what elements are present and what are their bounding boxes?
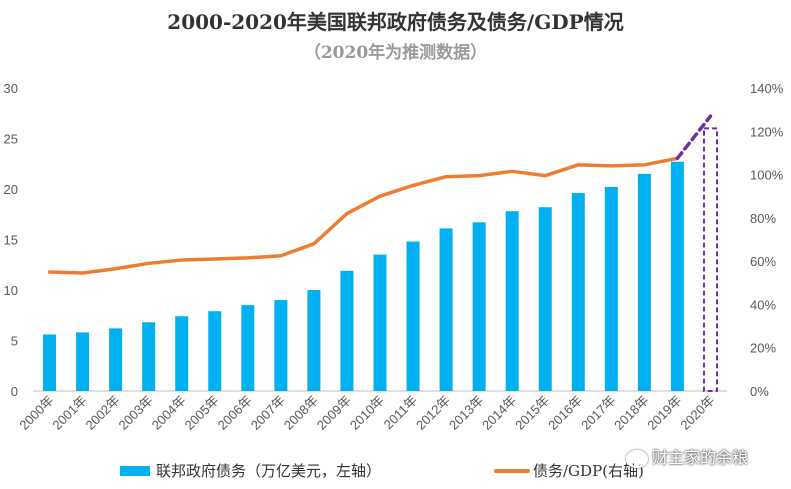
y-right-tick-label: 80% — [750, 211, 776, 226]
debt-gdp-point — [642, 163, 646, 167]
y-right-tick-label: 120% — [750, 124, 784, 139]
legend-label-ratio: 债务/GDP(右轴) — [533, 462, 644, 480]
y-right-tick-label: 0% — [750, 384, 769, 399]
x-tick-label: 2019年 — [644, 393, 684, 433]
x-tick-label: 2015年 — [512, 393, 552, 433]
watermark-text: 财主家的余粮 — [652, 448, 749, 467]
debt-gdp-point — [213, 257, 217, 261]
chart-subtitle: （2020年为推测数据） — [303, 43, 488, 63]
x-tick-label: 2011年 — [381, 393, 421, 433]
legend-label-debt: 联邦政府债务（万亿美元，左轴） — [156, 462, 381, 480]
bar — [274, 300, 288, 391]
bar — [472, 222, 486, 391]
bar — [439, 228, 453, 391]
debt-gdp-point — [576, 163, 580, 167]
debt-gdp-point — [345, 212, 349, 216]
x-tick-label: 2018年 — [611, 393, 651, 433]
x-tick-label: 2013年 — [446, 393, 486, 433]
bar — [142, 322, 156, 391]
y-left-tick-label: 25 — [4, 132, 18, 147]
y-right-tick-label: 40% — [750, 297, 776, 312]
projected-line-segment — [675, 114, 713, 161]
x-tick-label: 2014年 — [479, 393, 519, 433]
watermark: 财主家的余粮 — [626, 444, 748, 468]
y-left-tick-label: 10 — [4, 283, 18, 298]
x-tick-label: 2005年 — [182, 393, 222, 433]
bar — [406, 241, 420, 391]
y-left-tick-label: 20 — [4, 182, 18, 197]
debt-gdp-point — [609, 164, 613, 168]
bar — [538, 207, 552, 391]
debt-gdp-point — [246, 256, 250, 260]
debt-gdp-point — [444, 175, 448, 179]
bar — [670, 161, 684, 391]
debt-gdp-point — [81, 271, 85, 275]
debt-gdp-point — [543, 174, 547, 178]
bar — [241, 305, 255, 391]
bar — [109, 328, 123, 391]
x-tick-label: 2002年 — [82, 393, 122, 433]
x-tick-label: 2020年 — [677, 393, 717, 433]
y-left-tick-label: 15 — [4, 233, 18, 248]
debt-gdp-point — [147, 261, 151, 265]
x-tick-label: 2001年 — [49, 393, 89, 433]
debt-gdp-point — [510, 169, 514, 173]
x-tick-label: 2017年 — [578, 393, 618, 433]
bar — [43, 334, 57, 391]
bar — [604, 186, 618, 391]
debt-gdp-point — [48, 270, 52, 274]
x-tick-label: 2016年 — [545, 393, 585, 433]
chart-title: 2000-2020年美国联邦政府债务及债务/GDP情况 — [167, 10, 624, 34]
bar — [637, 173, 651, 391]
x-tick-label: 2010年 — [347, 393, 387, 433]
debt-gdp-point — [279, 254, 283, 258]
debt-gdp-point — [477, 174, 481, 178]
x-tick-label: 2007年 — [248, 393, 288, 433]
x-tick-label: 2012年 — [413, 393, 453, 433]
y-left-tick-label: 30 — [4, 81, 18, 96]
debt-gdp-point — [378, 194, 382, 198]
bar — [307, 290, 321, 391]
y-right-tick-label: 20% — [750, 341, 776, 356]
bar — [571, 193, 585, 391]
debt-gdp-point — [411, 183, 415, 187]
debt-gdp-line — [47, 156, 680, 275]
y-left-tick-label: 0 — [11, 384, 18, 399]
x-tick-label: 2008年 — [281, 393, 321, 433]
bar — [340, 270, 354, 391]
wechat-icon — [626, 449, 648, 468]
x-tick-label: 2000年 — [16, 393, 56, 433]
bar — [76, 332, 90, 391]
debt-gdp-point — [114, 267, 118, 271]
y-right-tick-label: 140% — [750, 81, 784, 96]
y-right-tick-label: 60% — [750, 254, 776, 269]
projected-bar — [702, 127, 718, 392]
x-tick-label: 2004年 — [149, 393, 189, 433]
legend-swatch-bar — [120, 466, 150, 476]
debt-gdp-point — [312, 242, 316, 246]
bar — [505, 211, 519, 391]
y-right-tick-label: 100% — [750, 168, 784, 183]
debt-gdp-point — [180, 258, 184, 262]
x-tick-label: 2009年 — [314, 393, 354, 433]
bar — [175, 316, 189, 391]
x-tick-label: 2006年 — [215, 393, 255, 433]
bar — [373, 254, 387, 391]
y-left-tick-label: 5 — [11, 334, 18, 349]
x-tick-label: 2003年 — [116, 393, 156, 433]
bar — [208, 311, 222, 391]
